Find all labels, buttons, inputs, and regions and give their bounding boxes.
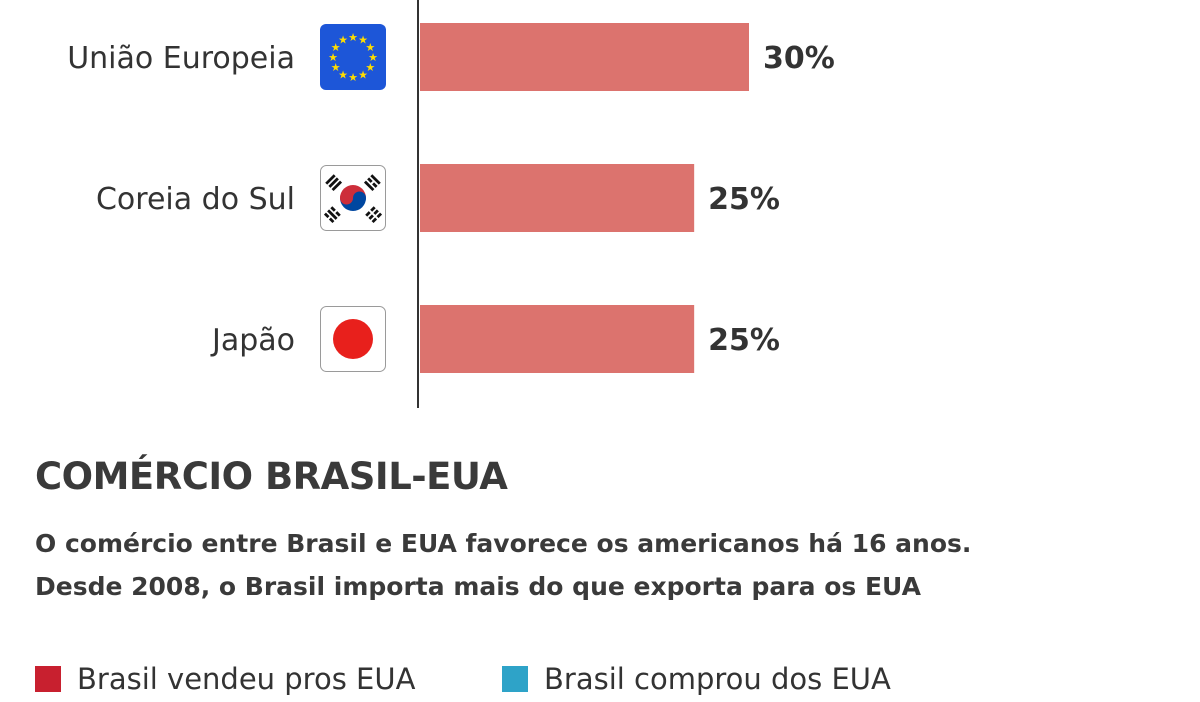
svg-text:★: ★: [365, 61, 375, 74]
legend-label-bought: Brasil comprou dos EUA: [544, 662, 891, 696]
svg-text:★: ★: [328, 51, 338, 64]
category-label: União Europeia: [67, 41, 295, 76]
value-label: 30%: [763, 41, 835, 76]
legend-swatch-bought: [502, 666, 528, 692]
svg-text:★: ★: [358, 68, 368, 81]
bar-chart: União Europeia 30%★ ★★★★★★★★★★★Coreia do S…: [67, 0, 835, 408]
eu-flag-icon: ★ ★★★★★★★★★★★: [320, 24, 386, 90]
japan-flag-icon: [320, 306, 386, 372]
legend-item-bought: Brasil comprou dos EUA: [502, 662, 891, 696]
svg-text:★: ★: [365, 41, 375, 54]
bar: [420, 164, 695, 232]
legend: Brasil vendeu pros EUA Brasil comprou do…: [35, 662, 1185, 702]
value-label: 25%: [708, 182, 780, 217]
section-title: COMÉRCIO BRASIL-EUA: [35, 455, 508, 498]
description-line-2: Desde 2008, o Brasil importa mais do que…: [35, 572, 921, 601]
svg-text:★: ★: [331, 41, 341, 54]
svg-text:★: ★: [338, 68, 348, 81]
bar: [420, 23, 749, 91]
legend-item-sold: Brasil vendeu pros EUA: [35, 662, 415, 696]
legend-label-sold: Brasil vendeu pros EUA: [77, 662, 416, 696]
svg-text:★: ★: [348, 71, 358, 84]
svg-text:★: ★: [348, 31, 358, 44]
value-label: 25%: [708, 323, 780, 358]
bar: [420, 305, 695, 373]
svg-text:★: ★: [358, 34, 368, 47]
svg-text:★: ★: [368, 51, 378, 64]
category-label: Japão: [210, 323, 295, 358]
category-label: Coreia do Sul: [96, 182, 295, 217]
svg-text:★: ★: [331, 61, 341, 74]
section-description: O comércio entre Brasil e EUA favorece o…: [35, 522, 1185, 608]
svg-text:★: ★: [338, 34, 348, 47]
south-korea-flag-icon: [320, 165, 386, 231]
legend-swatch-sold: [35, 666, 61, 692]
description-line-1: O comércio entre Brasil e EUA favorece o…: [35, 529, 972, 558]
